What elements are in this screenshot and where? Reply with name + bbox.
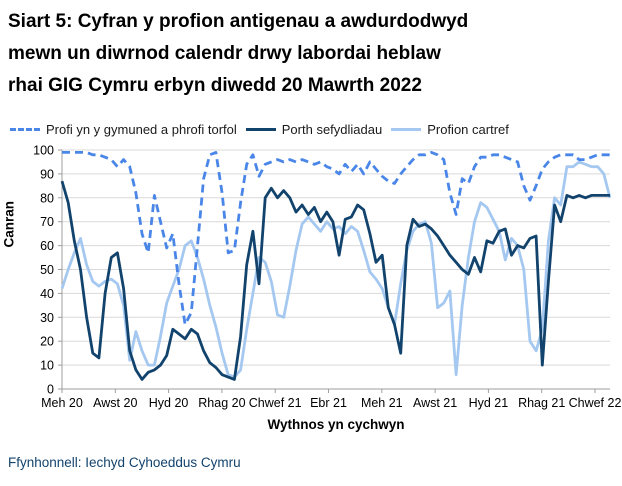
x-tick-label-4: Chwef 21 (249, 396, 302, 410)
chart-title: Siart 5: Cyfran y profion antigenau a aw… (8, 6, 608, 102)
y-axis-title: Canran (1, 200, 17, 248)
x-tick-label-9: Rhag 21 (518, 396, 565, 410)
y-tick-label-90: 90 (40, 167, 54, 181)
x-tick-label-5: Ebr 21 (310, 396, 347, 410)
legend-dashed-line-icon-0 (10, 127, 40, 131)
legend-label-0: Profi yn y gymuned a phrofi torfol (46, 121, 237, 137)
x-axis-title: Wythnos yn cychwyn (267, 417, 405, 432)
y-tick-label-100: 100 (33, 144, 54, 158)
y-tick-label-50: 50 (40, 263, 54, 277)
x-tick-label-2: Hyd 20 (149, 396, 189, 410)
x-tick-label-3: Rhag 20 (198, 396, 245, 410)
legend-label-1: Porth sefydliadau (281, 121, 383, 137)
x-tick-label-8: Hyd 21 (469, 396, 509, 410)
x-tick-label-10: Chwef 22 (569, 396, 622, 410)
chart-legend: Profi yn y gymuned a phrofi torfol Porth … (10, 120, 620, 138)
series-line-2 (60, 160, 612, 379)
legend-item-1: Porth sefydliadau (245, 121, 383, 137)
y-tick-label-40: 40 (40, 287, 54, 301)
line-chart: 0 10 20 30 40 50 60 70 80 90 100 Meh 20 Awst 20 Hyd 2… (33, 144, 622, 411)
chart-area: 0 10 20 30 40 50 60 70 80 90 100 Meh 20 Awst 20 Hyd 2… (0, 142, 622, 422)
x-tick-label-1: Awst 20 (93, 396, 137, 410)
source-text: Ffynhonnell: Iechyd Cyhoeddus Cymru (8, 455, 241, 470)
y-tick-label-30: 30 (40, 311, 54, 325)
legend-solid-line-icon-2 (391, 127, 422, 131)
y-tick-label-70: 70 (40, 215, 54, 229)
legend-item-0: Profi yn y gymuned a phrofi torfol (10, 122, 237, 137)
legend-label-2: Profion cartref (427, 121, 509, 137)
y-tick-label-0: 0 (47, 383, 54, 397)
y-tick-label-60: 60 (40, 239, 54, 253)
y-tick-label-20: 20 (40, 335, 54, 349)
y-tick-label-10: 10 (40, 359, 54, 373)
chart-title-line-1: Siart 5: Cyfran y profion antigenau a aw… (8, 11, 469, 32)
legend-item-2: Profion cartref (391, 122, 509, 137)
legend-solid-line-icon-1 (245, 127, 276, 131)
series-line-1 (60, 180, 610, 381)
series-line-0 (62, 150, 610, 326)
chart-title-line-3: rhai GIG Cymru erbyn diwedd 20 Mawrth 20… (8, 75, 422, 96)
y-tick-label-80: 80 (40, 191, 54, 205)
x-tick-label-7: Awst 21 (413, 396, 457, 410)
chart-title-line-2: mewn un diwrnod calendr drwy labordai he… (8, 43, 441, 64)
x-tick-label-6: Meh 21 (361, 396, 403, 410)
x-tick-label-0: Meh 20 (41, 396, 83, 410)
